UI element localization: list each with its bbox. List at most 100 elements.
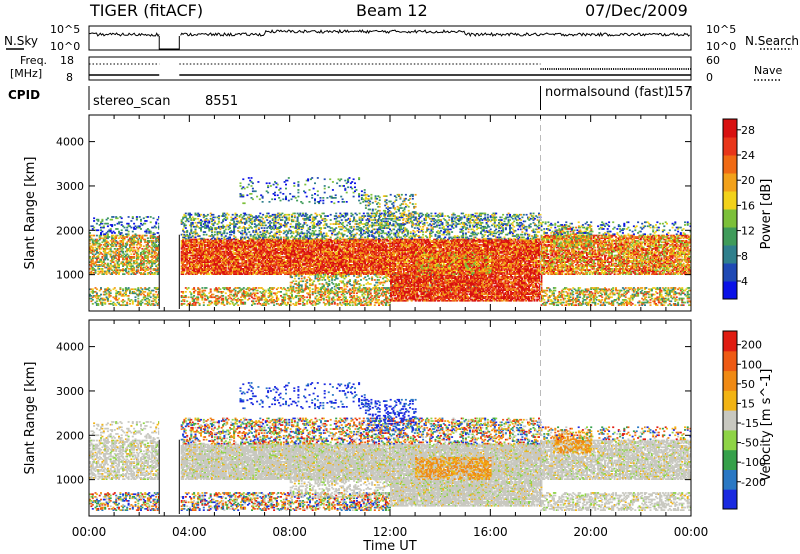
power-cell — [93, 268, 96, 270]
power-cell — [284, 242, 287, 245]
power-cell — [299, 258, 302, 261]
power-cell — [380, 268, 383, 270]
power-cell — [213, 238, 216, 241]
power-cell — [349, 241, 351, 244]
cpid-segment-1-name: stereo_scan — [93, 94, 171, 109]
power-cell — [215, 252, 218, 254]
power-cell — [285, 266, 288, 269]
power-cell — [282, 270, 285, 273]
power-cell — [273, 253, 276, 256]
power-cell — [193, 245, 196, 248]
power-cell — [389, 270, 391, 273]
power-cell — [108, 266, 111, 269]
power-cell — [398, 242, 401, 245]
power-cell — [190, 246, 193, 249]
power-cell — [335, 240, 338, 242]
power-cell — [137, 253, 140, 256]
power-cell — [235, 268, 238, 270]
power-cell — [358, 244, 361, 246]
power-cell — [292, 249, 295, 252]
power-cell — [397, 273, 400, 275]
power-cell — [113, 237, 116, 240]
power-cell — [191, 270, 194, 273]
power-cell — [382, 250, 385, 253]
power-cell — [191, 265, 194, 267]
power-cell — [240, 248, 242, 250]
power-cell — [153, 246, 156, 249]
power-cell — [201, 265, 204, 267]
power-cell — [361, 265, 364, 267]
power-cell — [354, 256, 357, 258]
power-cell — [206, 241, 209, 244]
power-cell — [104, 240, 107, 242]
power-cell — [194, 253, 197, 256]
power-cell — [267, 245, 270, 248]
power-cell — [376, 244, 379, 246]
power-cell — [115, 241, 118, 244]
power-cell — [366, 241, 369, 244]
power-cell — [149, 292, 152, 295]
power-cell — [360, 257, 362, 259]
power-cell — [280, 269, 282, 271]
power-cell — [127, 216, 130, 218]
power-cell — [307, 254, 310, 257]
power-cell — [109, 250, 112, 253]
power-cell — [371, 264, 374, 266]
power-cell — [369, 261, 372, 263]
power-cell — [358, 240, 361, 242]
power-cell — [94, 253, 97, 256]
power-cell — [148, 253, 151, 256]
power-cell — [141, 260, 144, 262]
power-cell — [245, 262, 248, 265]
power-cell — [376, 261, 379, 263]
power-cell — [266, 266, 269, 269]
power-cell — [90, 245, 93, 248]
power-cell — [386, 242, 389, 245]
power-cell — [361, 245, 364, 248]
power-cell — [360, 245, 362, 248]
power-cell — [246, 256, 249, 258]
power-cell — [89, 242, 91, 245]
power-cell — [184, 256, 187, 258]
power-cell — [112, 252, 115, 254]
power-cell — [344, 241, 347, 244]
power-cell — [343, 244, 346, 246]
power-cell — [263, 238, 266, 241]
power-cell — [266, 244, 269, 246]
power-cell — [212, 262, 215, 265]
power-cell — [191, 258, 194, 261]
power-cell — [373, 264, 376, 266]
power-cell — [351, 240, 354, 242]
power-cell — [395, 262, 398, 265]
power-cell — [324, 242, 327, 245]
power-cell — [155, 265, 158, 267]
power-cell — [335, 272, 338, 274]
power-cell — [302, 269, 305, 271]
power-cell — [182, 240, 185, 242]
power-cell — [347, 250, 350, 253]
power-cell — [187, 254, 190, 257]
power-cell — [297, 268, 300, 270]
power-cell — [343, 269, 346, 271]
power-cell — [267, 268, 270, 270]
power-cell — [391, 256, 394, 258]
power-cell — [372, 266, 375, 269]
power-cell — [266, 238, 269, 241]
power-cell — [89, 293, 91, 296]
power-cell — [205, 268, 208, 270]
power-cell — [289, 265, 292, 267]
power-cell — [362, 240, 365, 242]
power-cell — [342, 258, 345, 261]
power-cell — [383, 244, 386, 246]
power-cell — [313, 270, 316, 273]
power-cell — [296, 262, 299, 265]
power-cell — [357, 241, 360, 244]
power-cell — [296, 252, 299, 254]
power-cell — [183, 242, 186, 245]
power-cell — [255, 262, 258, 265]
power-cell — [315, 238, 318, 241]
power-cell — [208, 241, 211, 244]
power-cell — [304, 268, 307, 270]
power-cell — [98, 242, 101, 245]
power-cell — [227, 272, 230, 274]
